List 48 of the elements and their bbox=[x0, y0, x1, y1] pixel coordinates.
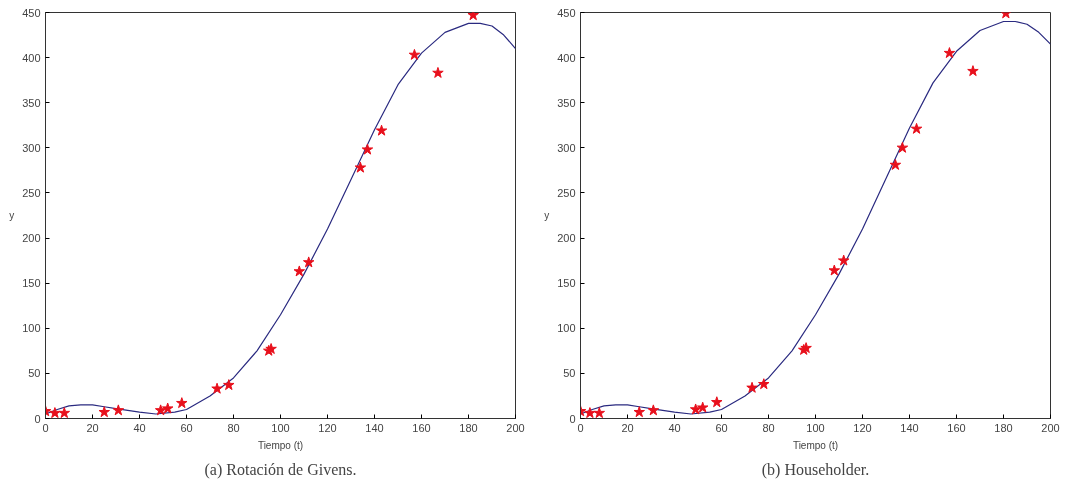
x-tick-label: 200 bbox=[506, 421, 525, 434]
x-tick-label: 180 bbox=[994, 421, 1013, 434]
y-tick-label: 50 bbox=[563, 367, 576, 380]
y-tick-label: 300 bbox=[22, 141, 41, 154]
y-tick-label: 50 bbox=[28, 367, 41, 380]
text: (b) Householder. bbox=[761, 460, 870, 479]
x-tick-label: 0 bbox=[42, 421, 49, 434]
x-tick-label: 200 bbox=[1041, 421, 1060, 434]
x-tick-label: 120 bbox=[853, 421, 872, 434]
y-axis-title: y bbox=[9, 210, 15, 221]
y-tick-label: 0 bbox=[569, 412, 576, 425]
x-tick-label: 140 bbox=[900, 421, 919, 434]
y-tick-label: 250 bbox=[22, 186, 41, 199]
y-tick-label: 450 bbox=[22, 6, 41, 19]
x-tick-label: 20 bbox=[621, 421, 634, 434]
x-tick-label: 100 bbox=[271, 421, 290, 434]
y-axis-title: y bbox=[544, 210, 550, 221]
y-tick-label: 450 bbox=[557, 6, 576, 19]
y-tick-label: 100 bbox=[22, 322, 41, 335]
y-tick-label: 350 bbox=[22, 96, 41, 109]
x-tick-label: 20 bbox=[86, 421, 99, 434]
y-tick-label: 200 bbox=[22, 232, 41, 245]
y-tick-label: 250 bbox=[557, 186, 576, 199]
y-tick-label: 400 bbox=[22, 51, 41, 64]
x-tick-label: 0 bbox=[577, 421, 584, 434]
x-tick-label: 120 bbox=[318, 421, 337, 434]
x-tick-label: 60 bbox=[715, 421, 728, 434]
x-tick-label: 140 bbox=[365, 421, 384, 434]
y-tick-label: 150 bbox=[557, 277, 576, 290]
x-tick-label: 160 bbox=[412, 421, 431, 434]
x-tick-label: 80 bbox=[227, 421, 240, 434]
y-tick-label: 100 bbox=[557, 322, 576, 335]
y-tick-label: 0 bbox=[34, 412, 41, 425]
y-tick-label: 200 bbox=[557, 232, 576, 245]
text: (a) Rotación de Givens. bbox=[204, 460, 357, 479]
y-tick-label: 400 bbox=[557, 51, 576, 64]
x-axis-title: Tiempo (t) bbox=[792, 439, 839, 451]
y-tick-label: 350 bbox=[557, 96, 576, 109]
x-tick-label: 60 bbox=[180, 421, 193, 434]
x-tick-label: 80 bbox=[762, 421, 775, 434]
x-tick-label: 180 bbox=[459, 421, 478, 434]
x-tick-label: 40 bbox=[133, 421, 146, 434]
x-tick-label: 100 bbox=[806, 421, 825, 434]
x-axis-title: Tiempo (t) bbox=[257, 439, 304, 451]
y-tick-label: 150 bbox=[22, 277, 41, 290]
y-tick-label: 300 bbox=[557, 141, 576, 154]
x-tick-label: 160 bbox=[947, 421, 966, 434]
x-tick-label: 40 bbox=[668, 421, 681, 434]
